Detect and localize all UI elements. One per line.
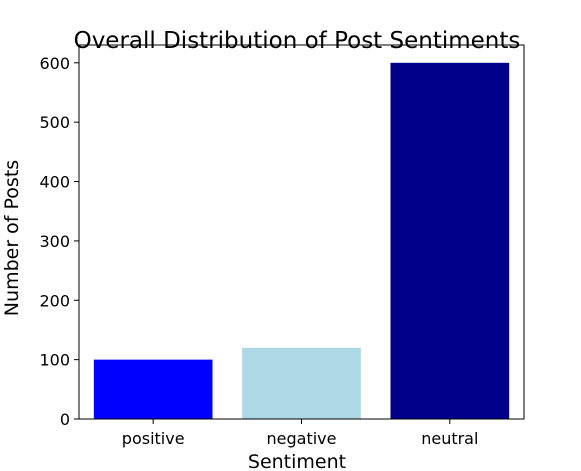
y-tick-label: 400	[39, 173, 70, 192]
y-tick-label: 100	[39, 351, 70, 370]
y-tick-label: 500	[39, 113, 70, 132]
plot-area: positive negative neutral 0 100 200 300 400 500 6…	[39, 44, 525, 448]
y-tick-label: 0	[60, 410, 70, 429]
bar-neutral	[390, 62, 510, 420]
x-axis-label: Sentiment	[248, 451, 346, 471]
y-tick-label: 600	[39, 54, 70, 73]
y-tick-label: 200	[39, 291, 70, 310]
y-axis-label: Number of Posts	[1, 160, 23, 316]
axes-frame	[78, 44, 525, 420]
y-tick-label: 300	[39, 232, 70, 251]
bar-positive	[93, 359, 213, 419]
x-tick-label-positive: positive	[122, 429, 185, 448]
x-tick-label-neutral: neutral	[421, 429, 478, 448]
chart-title: Overall Distribution of Post Sentiments	[74, 28, 521, 54]
bar-negative	[242, 347, 361, 419]
x-tick-label-negative: negative	[267, 429, 337, 448]
